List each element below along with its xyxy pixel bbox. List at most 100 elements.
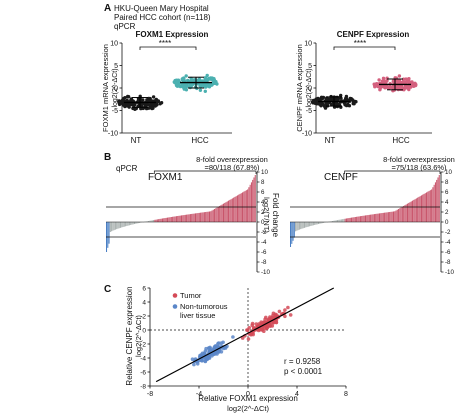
fold-change-bar xyxy=(117,222,119,229)
y-tick-label: -4 xyxy=(261,239,267,246)
y-tick-label: 0 xyxy=(308,86,312,93)
c-stat-p: p < 0.0001 xyxy=(284,367,323,376)
fold-change-bar xyxy=(311,222,313,226)
fold-change-bar xyxy=(222,203,224,222)
data-point xyxy=(245,328,249,332)
a-right-title: CENPF Expression xyxy=(337,30,410,39)
data-point xyxy=(204,77,209,81)
fold-change-bar xyxy=(385,212,387,222)
c-legend-tumor: Tumor xyxy=(180,291,202,300)
fold-change-bar xyxy=(334,220,336,222)
fold-change-bar xyxy=(358,216,360,222)
fold-change-bar xyxy=(215,208,217,222)
fold-change-bar xyxy=(146,221,148,222)
data-point xyxy=(376,84,380,89)
fold-change-bar xyxy=(437,177,439,222)
x-tick-label: -4 xyxy=(196,391,202,398)
fold-change-bar xyxy=(231,198,233,222)
panel-a-foxm1-chart: FOXM1 Expression **** FOXM1 mRNA express… xyxy=(101,30,232,145)
data-point xyxy=(203,89,207,94)
fold-change-bar xyxy=(160,218,162,222)
fold-change-bar xyxy=(394,211,396,222)
a-left-xtick-hcc: HCC xyxy=(191,136,209,145)
fold-change-bar xyxy=(175,216,177,222)
data-point xyxy=(397,74,402,78)
fold-change-bar xyxy=(376,213,378,222)
fold-change-bar xyxy=(380,213,382,222)
data-point xyxy=(148,102,153,107)
fold-change-bar xyxy=(217,206,219,222)
fold-change-bar xyxy=(186,214,188,222)
data-point xyxy=(197,77,202,81)
c-ylabel-top: Relative CENPF expression xyxy=(125,286,134,385)
fold-change-bar xyxy=(391,211,393,222)
y-tick-label: 4 xyxy=(261,199,265,206)
data-point xyxy=(379,84,384,89)
fold-change-bar xyxy=(309,222,311,227)
data-point xyxy=(190,357,195,362)
fold-change-bar xyxy=(337,220,339,222)
y-tick-label: -6 xyxy=(445,249,451,256)
fold-change-bar xyxy=(133,222,136,225)
fold-change-bar xyxy=(423,193,425,222)
data-point xyxy=(339,96,343,101)
fold-change-bar xyxy=(245,190,247,222)
overexpression-bracket xyxy=(344,170,441,174)
fold-change-bar xyxy=(320,222,322,224)
fold-change-bar xyxy=(170,217,172,222)
b-left-gene: FOXM1 xyxy=(148,172,183,183)
data-point xyxy=(377,78,381,82)
fold-change-bar xyxy=(244,190,246,222)
fold-change-bar xyxy=(174,216,176,222)
cohort-line-2: Paired HCC cohort (n=118) xyxy=(114,13,211,22)
fold-change-bar xyxy=(302,222,304,229)
fold-change-bar xyxy=(344,218,346,222)
fold-change-bar xyxy=(183,215,185,222)
y-tick-label: -8 xyxy=(261,259,267,266)
data-point xyxy=(133,102,137,107)
fold-change-bar xyxy=(226,201,228,222)
data-point xyxy=(184,85,188,89)
x-tick-label: 8 xyxy=(344,391,348,398)
y-tick-label: -5 xyxy=(306,108,312,115)
data-point xyxy=(126,94,130,99)
fold-change-bar xyxy=(112,222,114,231)
data-point xyxy=(346,102,350,106)
data-point xyxy=(324,97,328,101)
fold-change-bar xyxy=(342,219,344,222)
a-left-significance: **** xyxy=(159,39,171,48)
fold-change-bar xyxy=(109,222,111,232)
fold-change-bar xyxy=(224,202,226,222)
y-tick-label: -4 xyxy=(140,355,146,362)
fold-change-bar xyxy=(293,222,295,238)
data-point xyxy=(181,78,185,83)
data-point xyxy=(320,96,325,101)
data-point xyxy=(146,102,150,107)
fold-change-bar xyxy=(365,215,367,222)
data-point xyxy=(277,309,282,314)
fold-change-bar xyxy=(156,219,158,222)
fold-change-bar xyxy=(219,205,221,222)
b-right-annotation-1: 8-fold overexpression xyxy=(383,155,455,164)
data-point xyxy=(216,350,221,354)
fold-change-bar xyxy=(230,199,232,222)
data-point xyxy=(383,84,387,89)
fold-change-bar xyxy=(330,221,332,222)
fold-change-bar xyxy=(387,212,389,222)
fold-change-bar xyxy=(184,214,186,222)
fold-change-bar xyxy=(404,205,406,222)
fold-change-bar xyxy=(188,214,190,222)
fold-change-bar xyxy=(221,204,223,222)
fold-change-bar xyxy=(197,213,199,222)
data-point xyxy=(351,98,355,102)
fold-change-bar xyxy=(139,222,141,223)
fold-change-bar xyxy=(290,222,292,247)
fold-change-bar xyxy=(352,217,354,222)
fold-change-bar xyxy=(417,197,419,222)
data-point xyxy=(378,88,382,92)
fold-change-bar xyxy=(373,214,375,222)
a-right-ylabel-bottom: log2(2^-ΔCt) xyxy=(306,68,313,107)
c-ylabel-bottom: log2(2^-ΔCt) xyxy=(134,315,143,357)
fold-change-bar xyxy=(125,222,127,227)
fold-change-bar xyxy=(200,212,202,222)
